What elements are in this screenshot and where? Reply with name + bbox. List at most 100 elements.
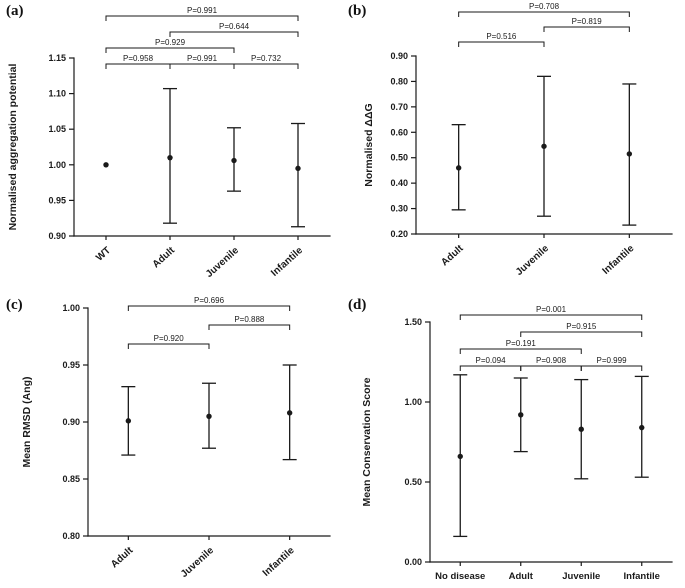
panel-c-label: (c) xyxy=(6,297,23,313)
y-axis-title: Mean RMSD (Ang) xyxy=(21,377,33,468)
bracket-line xyxy=(580,365,643,371)
y-axis: 0.00 0.50 1.00 1.50 xyxy=(404,317,430,567)
p-value-label: P=0.696 xyxy=(194,296,225,305)
panel-a-label: (a) xyxy=(6,3,24,19)
y-axis: 0.90 0.95 1.00 1.05 1.10 1.15 xyxy=(48,53,74,241)
bracket-line xyxy=(127,343,210,349)
y-tick-label: 0.80 xyxy=(62,531,80,541)
p-value-label: P=0.819 xyxy=(572,17,603,26)
y-tick-label: 0.95 xyxy=(62,360,80,370)
bracket-line xyxy=(105,15,299,21)
panel-b-chart: 0.20 0.30 0.40 0.50 0.60 0.70 0.80 0.90 Adult Juv… xyxy=(363,2,673,278)
p-value-label: P=0.001 xyxy=(536,305,567,314)
panel-d-chart: 0.00 0.50 1.00 1.50 No disease Adult Juvenile I… xyxy=(361,305,673,582)
x-category-label: No disease xyxy=(435,571,485,582)
bracket-line xyxy=(520,365,582,371)
mean-point xyxy=(541,143,547,149)
p-value-label: P=0.999 xyxy=(596,356,627,365)
p-value-label: P=0.929 xyxy=(155,38,186,47)
mean-point xyxy=(578,426,584,432)
y-tick-label: 0.20 xyxy=(390,229,408,239)
y-axis-title: Normalised aggregation potential xyxy=(7,63,19,230)
axes xyxy=(429,321,673,563)
panel-d-label: (d) xyxy=(348,297,367,313)
error-bar xyxy=(537,75,551,217)
bracket-line xyxy=(458,41,545,47)
mean-point xyxy=(125,418,132,424)
bracket-line xyxy=(105,63,171,69)
bracket-line xyxy=(169,63,235,69)
x-category-label: Juvenile xyxy=(204,245,241,280)
error-bar xyxy=(202,382,216,449)
error-bar xyxy=(227,127,241,192)
bracket-line xyxy=(459,348,582,354)
significance-bracket: P=0.191 xyxy=(459,339,582,354)
y-tick-label: 0.40 xyxy=(390,178,408,188)
bracket-line xyxy=(543,26,630,32)
p-value-label: P=0.644 xyxy=(219,22,250,31)
mean-point xyxy=(457,453,463,460)
x-category-label: Infantile xyxy=(261,545,297,579)
bracket-line xyxy=(520,331,643,337)
p-value-label: P=0.958 xyxy=(123,54,154,63)
error-bar xyxy=(451,124,466,211)
y-tick-label: 1.50 xyxy=(404,317,422,327)
p-value-label: P=0.991 xyxy=(187,54,218,63)
mean-point xyxy=(639,424,645,431)
panel-b-label: (b) xyxy=(348,3,367,19)
y-tick-label: 1.00 xyxy=(48,160,66,170)
p-value-label: P=0.915 xyxy=(566,322,597,331)
y-tick-label: 1.00 xyxy=(404,397,422,407)
bracket-line xyxy=(459,314,643,320)
bracket-line xyxy=(127,305,291,311)
error-bar xyxy=(634,375,649,478)
y-tick-label: 1.05 xyxy=(48,124,66,134)
y-tick-label: 0.30 xyxy=(390,204,408,214)
significance-bracket: P=0.908 xyxy=(520,356,582,371)
axes xyxy=(73,57,331,237)
mean-point xyxy=(231,157,237,164)
significance-bracket: P=0.819 xyxy=(543,17,630,32)
significance-bracket: P=0.696 xyxy=(127,296,291,311)
y-tick-label: 0.90 xyxy=(62,417,80,427)
panel-a: (a) 0.90 0.95 1.00 1.05 1.10 1.15 WT Adult Juven… xyxy=(0,0,342,294)
bracket-line xyxy=(458,11,630,17)
y-tick-label: 1.00 xyxy=(62,303,80,313)
p-value-label: P=0.732 xyxy=(251,54,282,63)
x-axis: Adult Juvenile Infantile xyxy=(439,234,637,278)
bracket-line xyxy=(233,63,299,69)
x-axis: Adult Juvenile Infantile xyxy=(109,536,297,580)
y-tick-label: 0.50 xyxy=(390,153,408,163)
mean-point xyxy=(518,412,524,418)
x-category-label: Adult xyxy=(509,571,534,582)
error-bar xyxy=(103,162,109,168)
mean-point xyxy=(206,413,212,419)
p-value-label: P=0.991 xyxy=(187,6,218,15)
x-category-label: WT xyxy=(94,245,113,264)
x-category-label: Adult xyxy=(151,245,178,271)
mean-point xyxy=(295,165,301,172)
y-tick-label: 0.80 xyxy=(390,76,408,86)
error-bar xyxy=(622,83,637,226)
y-tick-label: 1.15 xyxy=(48,53,66,63)
x-axis: No disease Adult Juvenile Infantile xyxy=(435,562,660,582)
p-value-label: P=0.920 xyxy=(154,334,185,343)
y-tick-label: 0.85 xyxy=(62,474,80,484)
significance-bracket: P=0.001 xyxy=(459,305,643,320)
bracket-line xyxy=(208,324,291,330)
mean-point xyxy=(626,151,633,157)
x-category-label: Juvenile xyxy=(562,571,600,582)
p-value-label: P=0.708 xyxy=(529,2,560,11)
significance-bracket: P=0.644 xyxy=(169,22,299,37)
y-axis-title: Mean Conservation Score xyxy=(361,377,373,506)
p-value-label: P=0.094 xyxy=(475,356,506,365)
significance-bracket: P=0.732 xyxy=(233,54,299,69)
y-tick-label: 0.60 xyxy=(390,127,408,137)
mean-point xyxy=(286,410,293,416)
significance-bracket: P=0.920 xyxy=(127,334,210,349)
significance-bracket: P=0.991 xyxy=(169,54,235,69)
mean-point xyxy=(103,162,109,168)
bracket-line xyxy=(459,365,522,371)
significance-bracket: P=0.999 xyxy=(580,356,643,371)
